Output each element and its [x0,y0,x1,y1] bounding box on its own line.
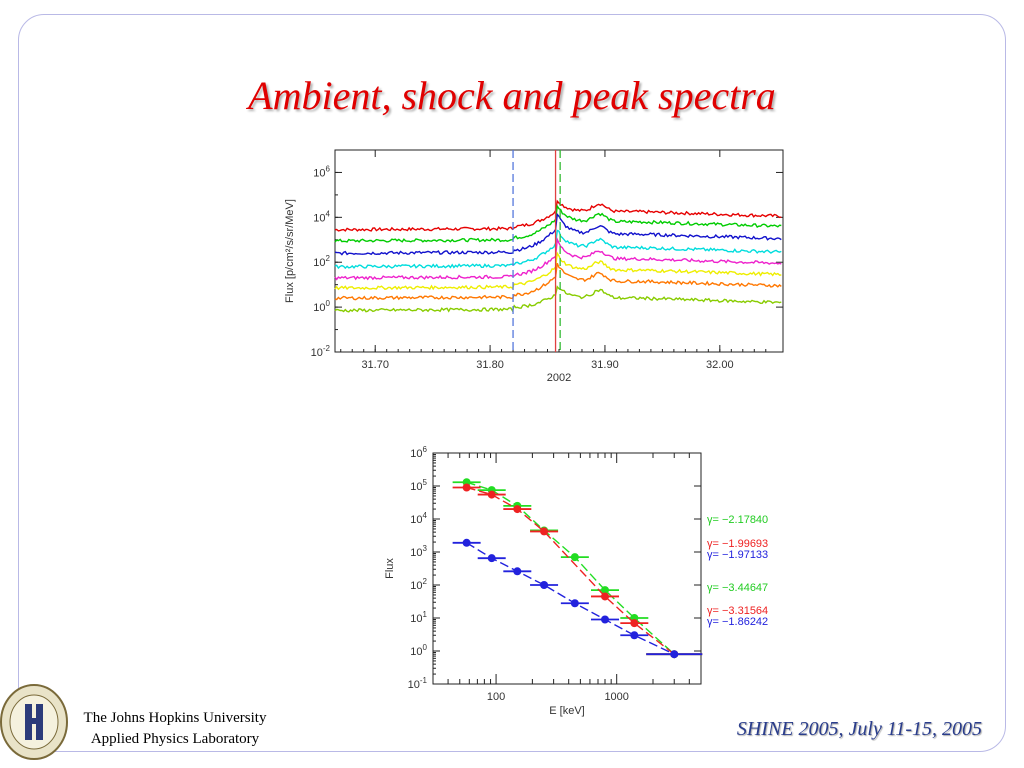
slide-frame [18,14,1006,752]
institution-line1: The Johns Hopkins University [83,710,267,726]
institution-line2: Applied Physics Laboratory [90,731,260,747]
slide-title: Ambient, shock and peak spectra [248,73,776,118]
conference-label: SHINE 2005, July 11-15, 2005 [736,718,982,740]
jhu-seal-logo [0,684,68,760]
institution-label: The Johns Hopkins University Applied Phy… [64,708,286,750]
